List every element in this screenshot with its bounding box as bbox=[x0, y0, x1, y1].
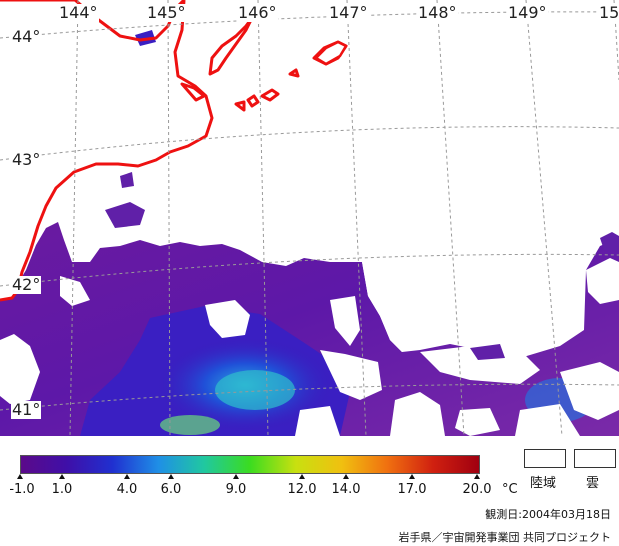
tick-mark bbox=[59, 474, 65, 479]
tick-label: 9.0 bbox=[225, 482, 247, 497]
lon-label-149: 149° bbox=[507, 3, 548, 22]
sst-map-canvas bbox=[0, 0, 619, 436]
tick-mark bbox=[299, 474, 305, 479]
unit-label: °C bbox=[502, 482, 518, 497]
tick-label: -1.0 bbox=[9, 482, 35, 497]
tick-label: 6.0 bbox=[160, 482, 182, 497]
lon-label-145: 145° bbox=[146, 3, 187, 22]
tick-mark bbox=[124, 474, 130, 479]
cloud-key-swatch bbox=[574, 449, 616, 468]
land-key-label: 陸域 bbox=[530, 476, 557, 491]
lat-label-42: 42° bbox=[11, 275, 42, 294]
observation-date: 観測日:2004年03月18日 bbox=[485, 508, 611, 521]
tick-mark bbox=[233, 474, 239, 479]
credit-line: 岩手県／宇宙開発事業団 共同プロジェクト bbox=[398, 531, 612, 544]
lat-label-43: 43° bbox=[11, 150, 42, 169]
tick-label: 1.0 bbox=[51, 482, 73, 497]
tick-mark bbox=[474, 474, 480, 479]
sst-green-spot bbox=[160, 415, 220, 435]
shikotan-island bbox=[313, 40, 348, 66]
tick-label: 17.0 bbox=[397, 482, 427, 497]
lon-label-148: 148° bbox=[417, 3, 458, 22]
cloud-cover bbox=[0, 258, 619, 436]
lon-label-146: 146° bbox=[237, 3, 278, 22]
lon-label-147: 147° bbox=[328, 3, 369, 22]
tick-label: 14.0 bbox=[331, 482, 361, 497]
lon-label-150: 15 bbox=[598, 3, 619, 22]
land-areas bbox=[0, 0, 212, 300]
tick-mark bbox=[168, 474, 174, 479]
legend: -1.0 1.0 4.0 6.0 9.0 12.0 14.0 17.0 20.0… bbox=[0, 436, 619, 546]
land-key-swatch bbox=[524, 449, 566, 468]
sst-map: 144° 145° 146° 147° 148° 149° 15 44° 43°… bbox=[0, 0, 619, 436]
lat-label-41: 41° bbox=[11, 400, 42, 419]
tick-mark bbox=[17, 474, 23, 479]
tick-label: 20.0 bbox=[462, 482, 492, 497]
tick-label: 4.0 bbox=[116, 482, 138, 497]
lon-label-144: 144° bbox=[58, 3, 99, 22]
cloud-key-label: 雲 bbox=[586, 476, 600, 491]
sst-fragments bbox=[105, 172, 619, 360]
tick-label: 12.0 bbox=[287, 482, 317, 497]
tick-mark bbox=[343, 474, 349, 479]
sst-warm-core bbox=[215, 370, 295, 410]
lat-label-44: 44° bbox=[11, 27, 42, 46]
tick-mark bbox=[409, 474, 415, 479]
temperature-colorbar bbox=[20, 455, 480, 474]
